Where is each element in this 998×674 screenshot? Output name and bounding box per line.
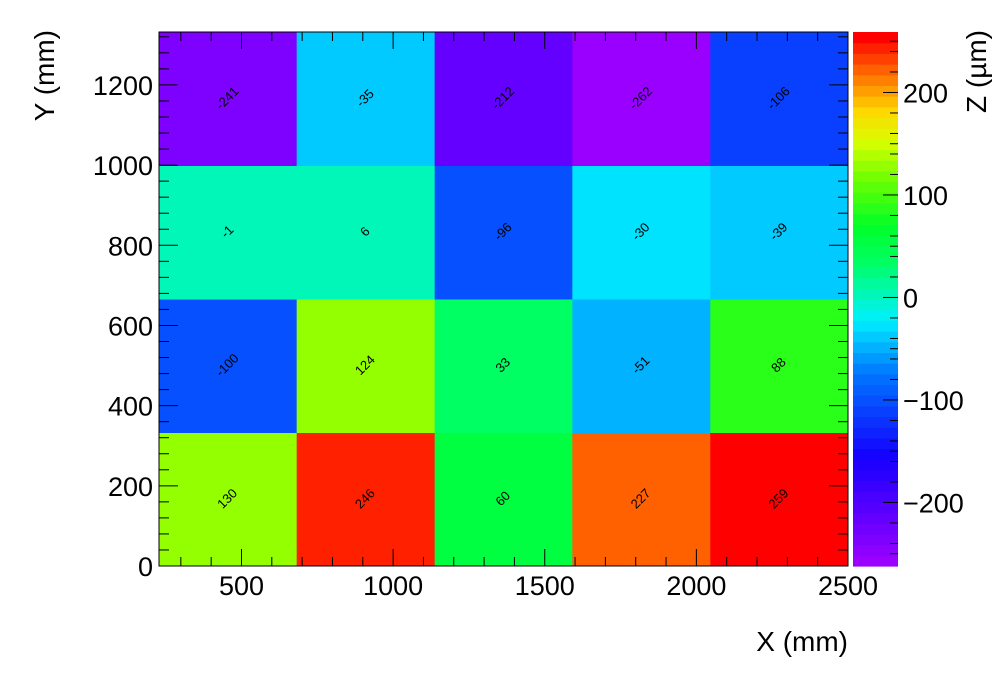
plot-frame (158, 31, 849, 567)
z-axis: −200 −100 0 100 200 (883, 40, 964, 555)
y-tick-label: 0 (138, 552, 153, 582)
heatmap-cell (296, 299, 436, 433)
x-axis-title: X (mm) (756, 626, 848, 657)
y-axis-title: Y (mm) (29, 30, 60, 121)
colorbar-segment (853, 416, 898, 428)
colorbar-segment (853, 512, 898, 524)
heatmap-cell (296, 432, 436, 567)
colorbar-segment (853, 85, 898, 97)
colorbar-segment (853, 299, 898, 311)
heatmap-cell (159, 165, 298, 300)
y-tick-label: 800 (108, 231, 153, 261)
heatmap-cell (434, 299, 573, 433)
colorbar-segment (853, 266, 898, 279)
x-tick-label: 1500 (515, 571, 575, 601)
heatmap-cell (159, 432, 298, 567)
z-colorbar (853, 32, 898, 567)
colorbar-segment (853, 160, 898, 172)
colorbar-segment (853, 106, 898, 119)
y-tick-label: 400 (108, 392, 153, 422)
x-tick-label: 1000 (363, 571, 423, 601)
y-tick-label: 1200 (93, 71, 153, 101)
colorbar-segment (853, 192, 898, 204)
colorbar-segment (853, 352, 898, 364)
z-tick-label: 100 (903, 181, 948, 211)
colorbar-segment (853, 213, 898, 225)
heatmap-cell (710, 32, 849, 166)
z-axis-title: Z (µm) (961, 30, 992, 113)
heatmap-cell (572, 165, 711, 300)
colorbar-segment (853, 309, 898, 321)
heatmap-cell (159, 32, 298, 166)
colorbar-segment (853, 544, 898, 556)
colorbar-segment (853, 181, 898, 193)
x-tick-label: 2500 (818, 571, 878, 601)
colorbar-segment (853, 234, 898, 247)
z-tick-label: −100 (903, 386, 964, 416)
heatmap-cell (710, 432, 849, 567)
heatmap-cell (159, 299, 298, 433)
z-tick-label: −200 (903, 488, 964, 518)
colorbar-segment (853, 363, 898, 375)
colorbar-segment (853, 501, 898, 514)
heatmap-cell (572, 299, 711, 433)
heatmap-cell (572, 432, 711, 567)
colorbar-segment (853, 480, 898, 492)
colorbar-segment (853, 555, 898, 567)
x-tick-label: 500 (219, 571, 264, 601)
colorbar-segment (853, 533, 898, 546)
colorbar-segment (853, 53, 898, 65)
colorbar-segment (853, 405, 898, 418)
heatmap-cells (159, 32, 849, 567)
heatmap-cell (434, 432, 573, 567)
colorbar-segment (853, 448, 898, 460)
colorbar-segment (853, 331, 898, 343)
colorbar-segment (853, 523, 898, 535)
colorbar-segment (853, 245, 898, 257)
colorbar-segment (853, 256, 898, 268)
colorbar-segment (853, 277, 898, 289)
y-tick-label: 600 (108, 311, 153, 341)
colorbar-segment (853, 74, 898, 86)
y-axis: 0 200 400 600 800 1000 1200 (93, 36, 848, 582)
colorbar-segment (853, 288, 898, 300)
colorbar-segment (853, 64, 898, 76)
colorbar-segment (853, 32, 898, 44)
colorbar-segment (853, 128, 898, 140)
colorbar-segment (853, 138, 898, 151)
colorbar-segment (853, 427, 898, 439)
colorbar-segment (853, 224, 898, 236)
colorbar-segment (853, 459, 898, 471)
x-axis: 500 1000 1500 2000 2500 (180, 32, 878, 601)
heatmap-cell (434, 32, 573, 166)
colorbar-segment (853, 170, 898, 183)
colorbar-segment (853, 320, 898, 332)
heatmap-cell (572, 32, 711, 166)
colorbar-segment (853, 42, 898, 54)
colorbar-segment (853, 384, 898, 396)
colorbar-segment (853, 149, 898, 161)
z-tick-label: 0 (903, 283, 918, 313)
x-tick-label: 2000 (666, 571, 726, 601)
colorbar-segment (853, 395, 898, 407)
heatmap-cell (296, 32, 436, 166)
y-tick-label: 200 (108, 472, 153, 502)
heatmap-cell (710, 299, 849, 433)
colorbar-segment (853, 96, 898, 108)
heatmap-cell (296, 165, 436, 300)
colorbar-segment (853, 341, 898, 353)
colorbar-segment (853, 373, 898, 386)
colorbar-segment (853, 491, 898, 503)
y-tick-label: 1000 (93, 151, 153, 181)
z-tick-label: 200 (903, 78, 948, 108)
colorbar-segment (853, 469, 898, 482)
heatmap-cell (710, 165, 849, 300)
heatmap-cell (434, 165, 573, 300)
colorbar-segment (853, 437, 898, 450)
colorbar-segment (853, 117, 898, 129)
colorbar-segment (853, 202, 898, 215)
